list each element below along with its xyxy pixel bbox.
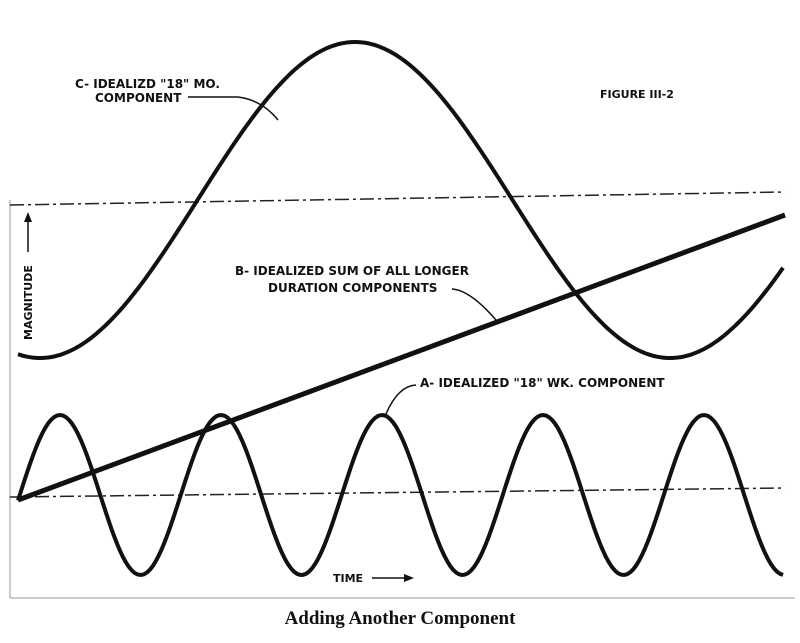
leader-line [385, 384, 417, 415]
curve-a [16, 412, 784, 578]
curve-c-label: COMPONENT [95, 91, 182, 105]
curve-b-label: B- IDEALIZED SUM OF ALL LONGER [235, 264, 469, 278]
reference-line [9, 191, 786, 206]
curve-c [17, 40, 785, 360]
curve-c-label: C- IDEALIZD "18" MO. [75, 77, 220, 91]
curve-a-label: A- IDEALIZED "18" WK. COMPONENT [420, 376, 665, 390]
x-axis-label: TIME [333, 572, 363, 585]
figure-label: FIGURE III-2 [600, 88, 674, 101]
curve-b [17, 212, 786, 503]
x-arrowhead [404, 574, 414, 582]
y-arrowhead [24, 212, 32, 222]
figure: C- IDEALIZD "18" MO. COMPONENT FIGURE II… [9, 40, 795, 599]
leader-line [188, 96, 279, 121]
leader-line [451, 288, 497, 321]
reference-line [9, 487, 786, 498]
curve-b-label: DURATION COMPONENTS [268, 281, 437, 295]
y-axis-label: MAGNITUDE [22, 265, 35, 340]
caption: Adding Another Component [284, 608, 516, 629]
